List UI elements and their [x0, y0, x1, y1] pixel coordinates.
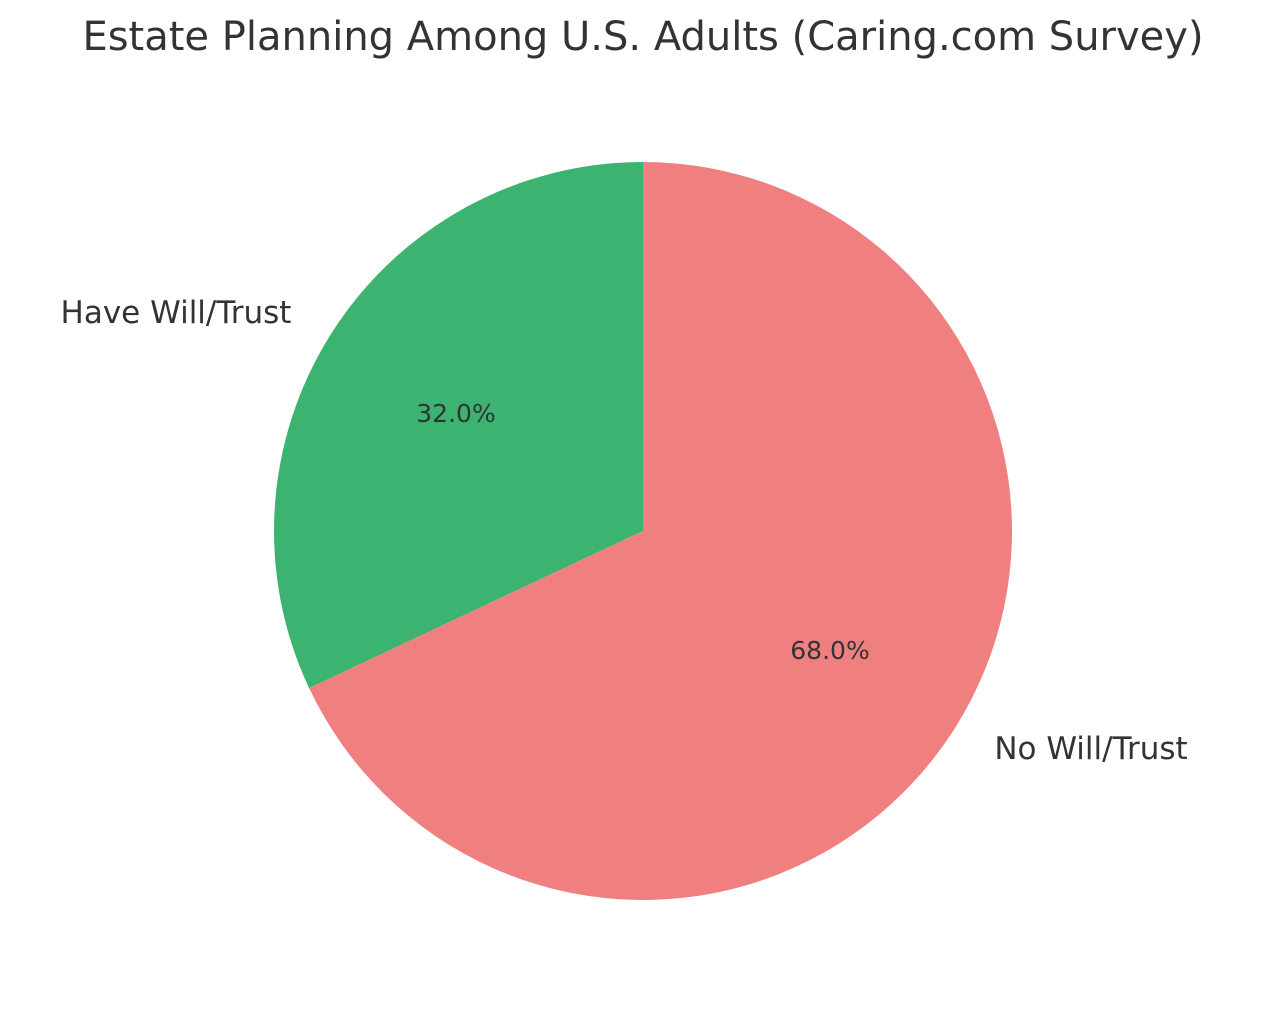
slice-have-will-trust — [273, 162, 643, 689]
slice-label-have: Have Will/Trust — [61, 295, 292, 331]
pie-slices — [273, 162, 1013, 900]
slice-no-will-trust — [309, 162, 1013, 900]
slice-pct-have: 32.0% — [416, 399, 495, 428]
slice-pct-no: 68.0% — [790, 636, 869, 665]
chart-title: Estate Planning Among U.S. Adults (Carin… — [82, 14, 1204, 60]
slice-label-no: No Will/Trust — [994, 731, 1187, 767]
